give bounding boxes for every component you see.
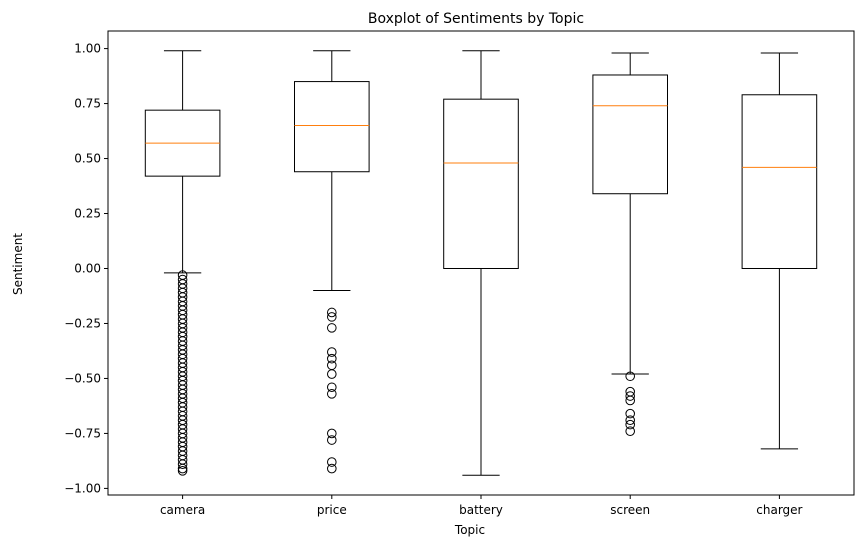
y-tick-label: 0.50 — [74, 152, 101, 166]
outlier-point — [177, 459, 188, 470]
x-tick-label-price: price — [317, 503, 347, 517]
outlier-point — [327, 307, 337, 318]
box-group-battery — [443, 50, 519, 476]
plot-area — [144, 50, 818, 476]
y-axis-label: Sentiment — [11, 233, 25, 295]
box-iqr — [294, 81, 370, 173]
outlier-point — [327, 382, 337, 393]
outlier-point — [625, 426, 636, 437]
box-iqr — [443, 98, 519, 269]
x-axis: camera price battery screen charger — [160, 495, 803, 517]
outlier-point — [327, 353, 337, 364]
outlier-point — [625, 415, 636, 426]
outlier-point — [327, 347, 337, 357]
y-tick-label: −0.50 — [64, 371, 101, 385]
x-tick-label-battery: battery — [459, 503, 503, 517]
y-axis: 1.00 0.75 0.50 0.25 0.00 −0.25 −0.50 −0.75 −1.00 — [64, 42, 108, 495]
box-iqr — [592, 74, 669, 195]
outlier-point — [327, 323, 337, 333]
x-axis-label: Topic — [454, 523, 485, 537]
x-tick-label-camera: camera — [160, 503, 205, 517]
outlier-point — [327, 389, 337, 399]
box-group-charger — [741, 52, 818, 450]
y-tick-label: 0.75 — [74, 97, 101, 111]
box-iqr — [741, 94, 818, 269]
box-group-camera — [144, 50, 221, 476]
y-tick-label: −1.00 — [64, 481, 101, 495]
outlier-point — [177, 463, 188, 474]
box-group-price — [294, 50, 370, 474]
outlier-point — [625, 408, 636, 419]
y-tick-label: 1.00 — [74, 42, 101, 56]
outlier-point — [177, 466, 188, 476]
x-tick-label-screen: screen — [610, 503, 650, 517]
outlier-point — [327, 457, 337, 467]
outlier-point — [625, 371, 636, 382]
outlier-point — [327, 312, 337, 322]
y-tick-label: 0.00 — [74, 261, 101, 275]
chart-title: Boxplot of Sentiments by Topic — [368, 11, 584, 27]
outlier-point — [327, 428, 337, 439]
box-group-screen — [592, 52, 669, 437]
y-tick-label: 0.25 — [74, 207, 101, 221]
x-tick-label-charger: charger — [756, 503, 802, 517]
outlier-point — [327, 360, 337, 371]
outlier-point — [327, 463, 337, 474]
outlier-point — [625, 419, 636, 430]
outlier-point — [327, 435, 337, 445]
outlier-point — [625, 395, 636, 406]
outlier-point — [327, 369, 337, 379]
y-tick-label: −0.25 — [64, 316, 101, 330]
y-tick-label: −0.75 — [64, 426, 101, 440]
outlier-point — [625, 391, 636, 401]
